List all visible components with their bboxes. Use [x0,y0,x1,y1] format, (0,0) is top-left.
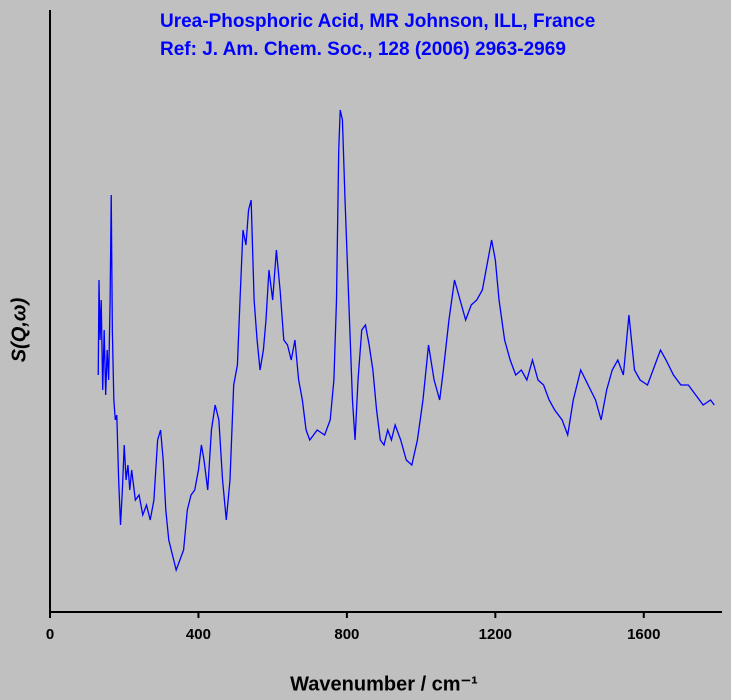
x-tick-label: 1200 [479,626,512,643]
x-tick-label: 1600 [627,626,660,643]
spectrum-line [97,109,715,573]
x-tick-label: 0 [46,626,54,643]
chart-subtitle: Ref: J. Am. Chem. Soc., 128 (2006) 2963-… [160,39,566,60]
x-tick-label: 400 [186,626,211,643]
y-axis-label: S(Q,ω) [8,297,30,362]
chart-title: Urea-Phosphoric Acid, MR Johnson, ILL, F… [160,11,595,32]
x-axis-label: Wavenumber / cm⁻¹ [290,673,478,695]
x-tick-label: 800 [334,626,359,643]
